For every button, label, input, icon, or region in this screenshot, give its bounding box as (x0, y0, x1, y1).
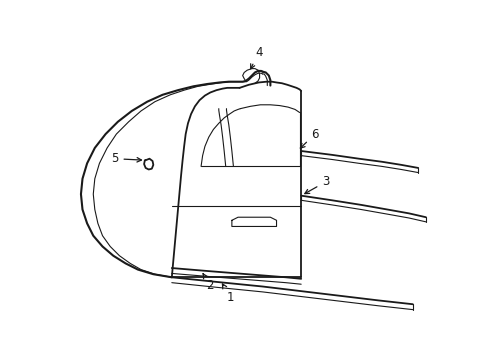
Text: 2: 2 (203, 274, 214, 292)
Text: 3: 3 (305, 175, 329, 194)
Text: 5: 5 (111, 152, 142, 165)
Text: 1: 1 (222, 284, 234, 304)
Text: 6: 6 (300, 127, 319, 148)
Text: 4: 4 (251, 46, 263, 69)
